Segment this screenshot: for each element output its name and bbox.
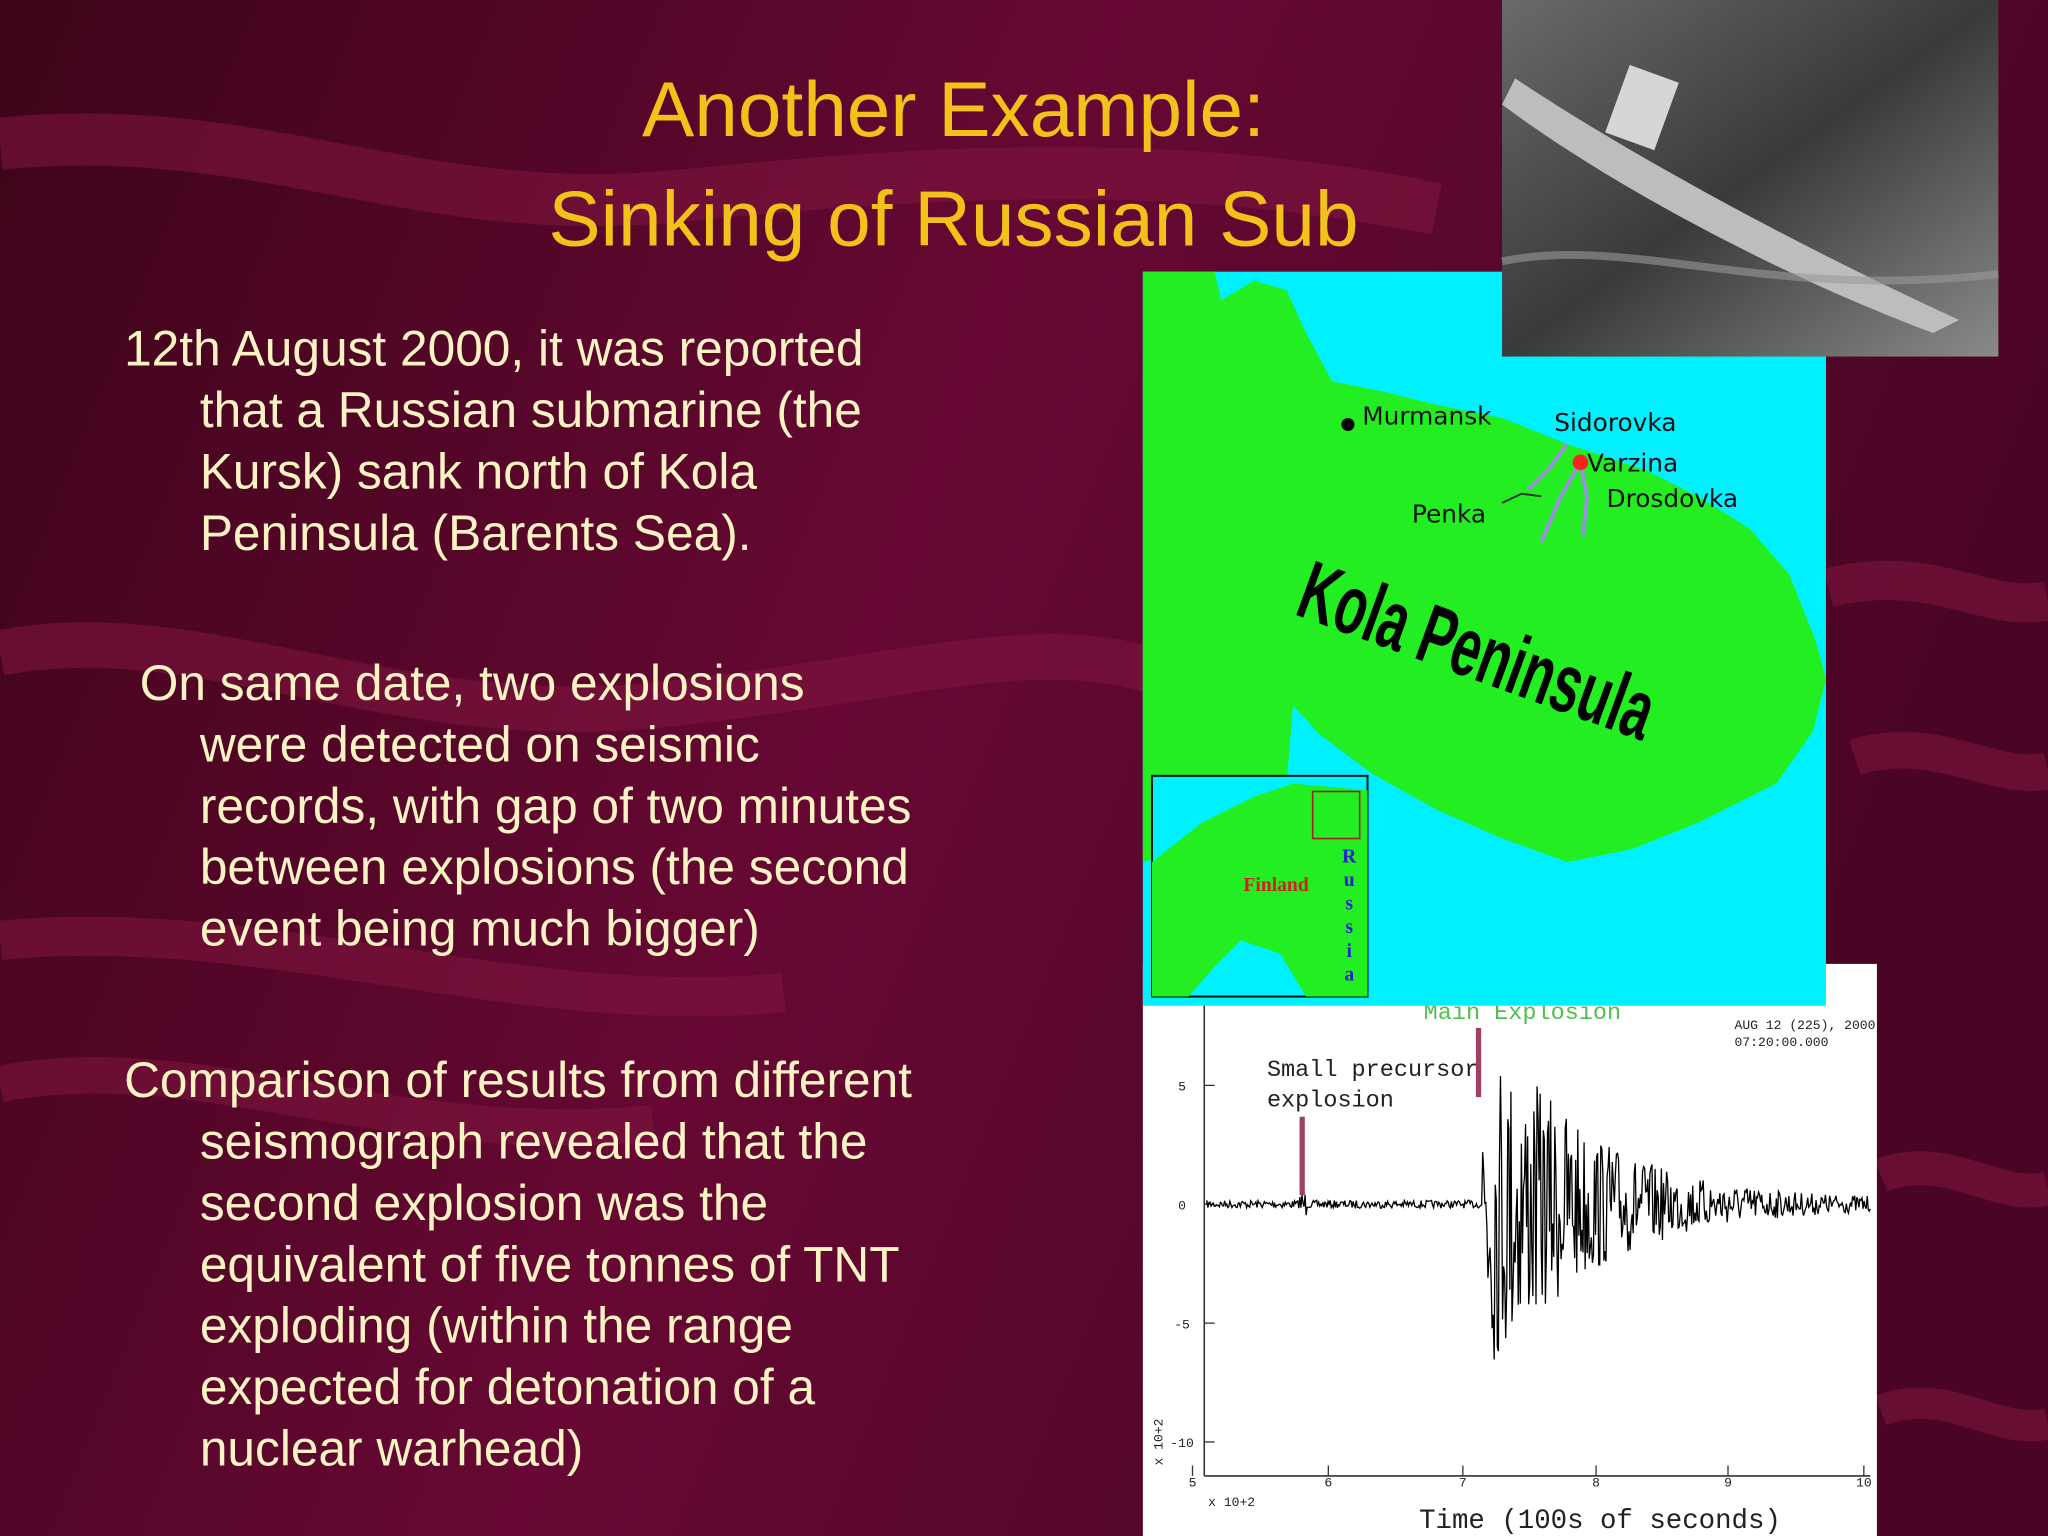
y-tick-label: -5 xyxy=(1174,1317,1190,1332)
x-axis-label: Time (100s of seconds) xyxy=(1419,1506,1781,1536)
map-label: Drosdovka xyxy=(1607,484,1739,513)
submarine-hull xyxy=(1502,78,1960,334)
paragraph-line: expected for detonation of a xyxy=(200,1359,816,1415)
map-label: Murmansk xyxy=(1362,401,1492,430)
x-tick-label: 8 xyxy=(1592,1475,1600,1490)
paragraph-line: Comparison of results from different xyxy=(124,1052,912,1108)
seismogram: Main Explosion AUG 12 (225), 2000 07:20:… xyxy=(1142,963,1877,1536)
paragraph-line: 12th August 2000, it was reported xyxy=(124,321,863,377)
title-line: Sinking of Russian Sub xyxy=(548,175,1358,263)
submarine-photo xyxy=(1501,0,1999,357)
inset-marker xyxy=(1311,790,1361,840)
waveform xyxy=(1206,1075,1871,1360)
penka-line xyxy=(1501,492,1542,504)
map-label: Varzina xyxy=(1587,449,1678,478)
paragraph-line: Kursk) sank north of Kola xyxy=(200,443,758,499)
paragraph-line: second explosion was the xyxy=(200,1175,768,1231)
main-marker xyxy=(1475,1027,1482,1098)
title-line: Another Example: xyxy=(642,65,1265,153)
paragraph-line: seismograph revealed that the xyxy=(200,1114,868,1170)
ticks: 5 0 -5 -10 5 6 7 8 9 10 xyxy=(1170,1080,1872,1491)
map-label: Sidorovka xyxy=(1554,408,1676,437)
photo-frame xyxy=(1502,0,1999,357)
paragraph-line: equivalent of five tonnes of TNT xyxy=(200,1236,900,1292)
x-tick-label: 9 xyxy=(1724,1475,1732,1490)
x-tick-label: 7 xyxy=(1459,1475,1467,1490)
x-scale: x 10+2 xyxy=(1208,1495,1255,1510)
background-waves xyxy=(0,113,2048,1442)
precursor-marker xyxy=(1299,1116,1305,1196)
paragraph-line: event being much bigger) xyxy=(200,901,760,957)
precursor-label: explosion xyxy=(1267,1087,1394,1114)
inset-land xyxy=(1152,783,1368,997)
precursor-label: Small precursor xyxy=(1267,1057,1479,1084)
map: Murmansk Sidorovka Varzina Drosdovka Pen… xyxy=(1142,271,1826,1006)
map-label: Russia xyxy=(1339,846,1360,988)
paragraph-line: nuclear warhead) xyxy=(200,1420,583,1476)
y-scale: x 10+2 xyxy=(1151,1418,1166,1465)
paragraph-line: that a Russian submarine (the xyxy=(200,382,862,438)
x-tick-label: 6 xyxy=(1324,1475,1332,1490)
map-label: Penka xyxy=(1412,499,1486,528)
rivers xyxy=(1526,442,1589,543)
y-tick-label: 0 xyxy=(1178,1198,1186,1213)
paragraph-line: On same date, two explosions xyxy=(140,655,805,711)
y-tick-label: 5 xyxy=(1178,1080,1186,1095)
paragraph-line: exploding (within the range xyxy=(200,1298,793,1354)
x-tick-label: 5 xyxy=(1189,1475,1197,1490)
murmansk-dot xyxy=(1341,417,1355,432)
map-label: Finland xyxy=(1243,875,1308,896)
submarine-sail xyxy=(1605,64,1679,151)
water xyxy=(1501,251,1999,285)
date-label: AUG 12 (225), 2000 xyxy=(1735,1018,1876,1033)
x-tick-label: 10 xyxy=(1856,1475,1872,1490)
paragraph-line: records, with gap of two minutes xyxy=(200,778,912,834)
paragraph-line: were detected on seismic xyxy=(199,716,760,772)
paragraph-line: between explosions (the second xyxy=(200,839,909,895)
map-land xyxy=(1142,271,1826,863)
varzina-dot xyxy=(1572,454,1589,471)
paragraph-line: Peninsula (Barents Sea). xyxy=(200,505,752,561)
y-tick-label: -10 xyxy=(1170,1436,1194,1451)
time-label: 07:20:00.000 xyxy=(1735,1035,1829,1050)
